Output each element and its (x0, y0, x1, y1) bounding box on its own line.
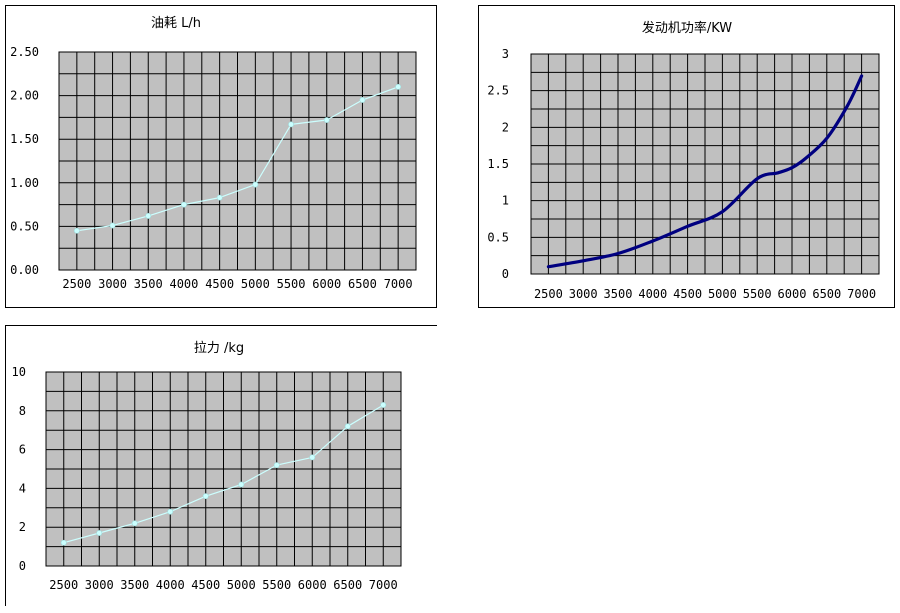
x-tick-label: 6500 (333, 578, 362, 592)
data-point (167, 508, 174, 515)
data-point (273, 462, 280, 469)
data-point (309, 454, 316, 461)
x-tick-label: 5500 (743, 287, 772, 301)
y-tick-label: 1.00 (10, 176, 39, 190)
x-tick-label: 6000 (312, 277, 341, 291)
x-tick-label: 7000 (384, 277, 413, 291)
x-tick-label: 5000 (708, 287, 737, 301)
y-tick-label: 0.5 (487, 230, 509, 244)
y-tick-label: 0.00 (10, 263, 39, 277)
y-tick-label: 10 (12, 365, 26, 379)
data-point (288, 121, 294, 128)
data-point (323, 117, 330, 123)
pull-force-chart: 拉力 /kg 0 2 4 6 8 10 2500 3000 3500 4000 4500 5000 55… (5, 325, 437, 606)
x-tick-label: 7000 (847, 287, 876, 301)
y-tick-label: 2.5 (487, 84, 509, 98)
x-tick-label: 3500 (604, 287, 633, 301)
y-tick-label: 2.50 (10, 45, 39, 59)
x-tick-label: 3000 (569, 287, 598, 301)
data-point (96, 530, 103, 536)
data-point (181, 201, 187, 208)
engine-power-chart: 发动机功率/KW 0 0.5 1 1.5 2 2.5 3 2500 3000 3500 4000 45… (478, 5, 895, 308)
data-point (252, 181, 259, 188)
y-tick-label: 8 (19, 404, 26, 418)
chart-title: 油耗 L/h (151, 16, 201, 31)
y-tick-label: 2 (502, 120, 509, 134)
engine-power-svg: 发动机功率/KW 0 0.5 1 1.5 2 2.5 3 2500 3000 3500 4000 45… (487, 20, 880, 301)
data-point (131, 520, 138, 527)
fuel-consumption-chart: 油耗 L/h 0.00 0.50 1.00 1.50 2.00 2.50 2500 3000 3… (5, 5, 437, 308)
y-tick-label: 6 (19, 443, 26, 457)
x-tick-label: 6500 (812, 287, 841, 301)
x-tick-label: 3500 (120, 578, 149, 592)
data-point (359, 97, 366, 103)
y-tick-label: 3 (502, 47, 509, 61)
x-tick-label: 4500 (673, 287, 702, 301)
x-tick-label: 4000 (638, 287, 667, 301)
x-tick-label: 6000 (778, 287, 807, 301)
pull-force-svg: 拉力 /kg 0 2 4 6 8 10 2500 3000 3500 4000 4500 5000 55… (12, 341, 402, 592)
x-tick-label: 5000 (227, 578, 256, 592)
y-tick-label: 1.50 (10, 132, 39, 146)
x-tick-label: 4500 (191, 578, 220, 592)
series-line (546, 74, 864, 269)
y-tick-label: 0 (19, 559, 26, 573)
x-tick-label: 3500 (134, 277, 163, 291)
x-tick-label: 4000 (156, 578, 185, 592)
data-point (60, 539, 67, 546)
x-tick-label: 3000 (85, 578, 114, 592)
series-line (76, 86, 399, 232)
fuel-consumption-svg: 油耗 L/h 0.00 0.50 1.00 1.50 2.00 2.50 2500 3000 3… (10, 16, 417, 291)
x-tick-label: 2500 (62, 277, 91, 291)
y-tick-label: 0 (502, 267, 509, 281)
data-point (145, 213, 152, 219)
x-tick-label: 4500 (205, 277, 234, 291)
x-tick-label: 3000 (98, 277, 127, 291)
y-tick-label: 2 (19, 520, 26, 534)
chart-title: 发动机功率/KW (642, 20, 732, 36)
data-point (395, 83, 402, 90)
x-tick-label: 4000 (169, 277, 198, 291)
data-point (109, 222, 116, 229)
x-tick-label: 5500 (262, 578, 291, 592)
data-point (344, 423, 351, 430)
y-tick-label: 2.00 (10, 89, 39, 103)
x-tick-label: 2500 (534, 287, 563, 301)
chart-title: 拉力 /kg (194, 341, 244, 356)
data-point (202, 493, 209, 500)
x-tick-label: 7000 (369, 578, 398, 592)
x-tick-label: 6000 (298, 578, 327, 592)
x-tick-label: 2500 (49, 578, 78, 592)
data-point (380, 402, 387, 408)
series-line (63, 404, 384, 544)
y-tick-label: 1.5 (487, 157, 509, 171)
x-tick-label: 6500 (348, 277, 377, 291)
x-tick-label: 5000 (241, 277, 270, 291)
y-tick-label: 1 (502, 194, 509, 208)
data-point (73, 227, 80, 234)
y-tick-label: 0.50 (10, 219, 39, 233)
data-point (216, 194, 223, 201)
x-tick-label: 5500 (277, 277, 306, 291)
y-tick-label: 4 (19, 481, 26, 495)
data-point (238, 481, 245, 488)
